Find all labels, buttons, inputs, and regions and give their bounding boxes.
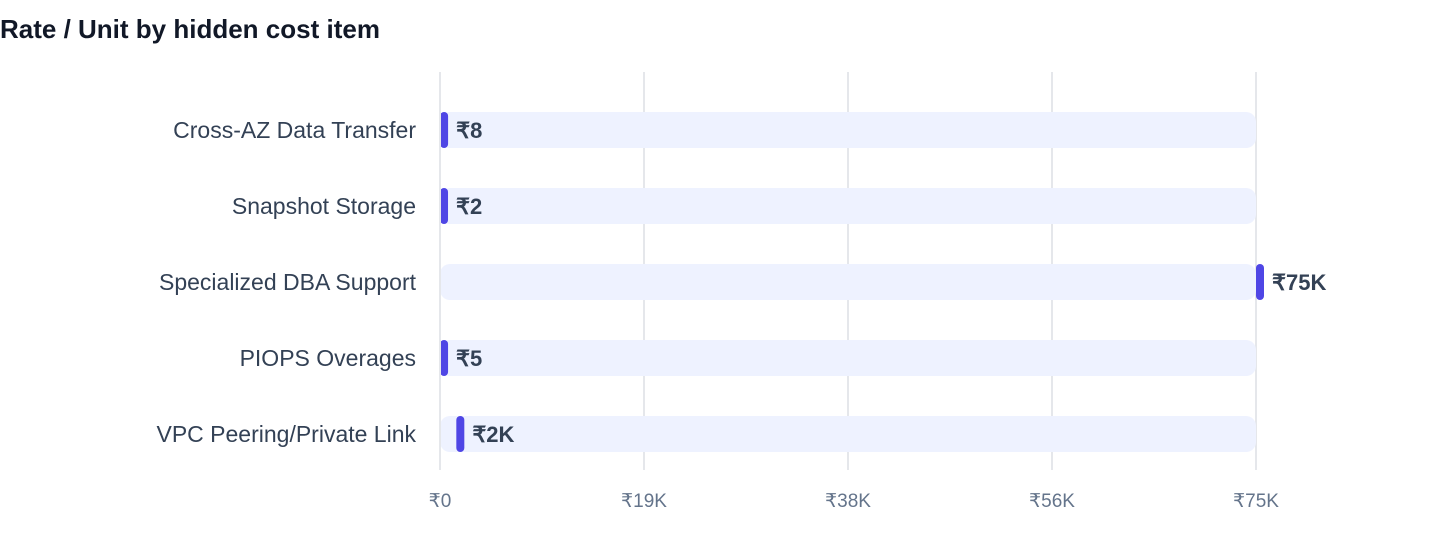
bar-marker-3 <box>440 340 449 376</box>
category-label-2: Specialized DBA Support <box>159 269 417 295</box>
value-label-3: ₹5 <box>456 346 482 371</box>
bar-track-1 <box>440 188 1256 224</box>
bar-marker-1 <box>440 188 449 224</box>
x-tick-label-2: ₹38K <box>825 491 871 512</box>
category-label-4: VPC Peering/Private Link <box>156 421 416 447</box>
bar-track-4 <box>440 416 1256 452</box>
category-label-3: PIOPS Overages <box>240 345 416 371</box>
category-label-0: Cross-AZ Data Transfer <box>173 117 416 143</box>
x-tick-label-1: ₹19K <box>621 491 667 512</box>
value-label-1: ₹2 <box>456 194 482 219</box>
bar-track-2 <box>440 264 1256 300</box>
bar-track-3 <box>440 340 1256 376</box>
value-label-2: ₹75K <box>1272 270 1326 295</box>
chart-title: Rate / Unit by hidden cost item <box>0 14 380 44</box>
value-label-0: ₹8 <box>456 118 482 143</box>
bar-track-0 <box>440 112 1256 148</box>
bar-marker-2 <box>1256 264 1264 300</box>
bar-marker-0 <box>440 112 449 148</box>
bar-marker-4 <box>456 416 465 452</box>
category-label-1: Snapshot Storage <box>232 193 416 219</box>
value-label-4: ₹2K <box>472 422 514 447</box>
x-tick-label-3: ₹56K <box>1029 491 1075 512</box>
x-tick-label-4: ₹75K <box>1233 491 1279 512</box>
x-tick-label-0: ₹0 <box>429 491 452 512</box>
